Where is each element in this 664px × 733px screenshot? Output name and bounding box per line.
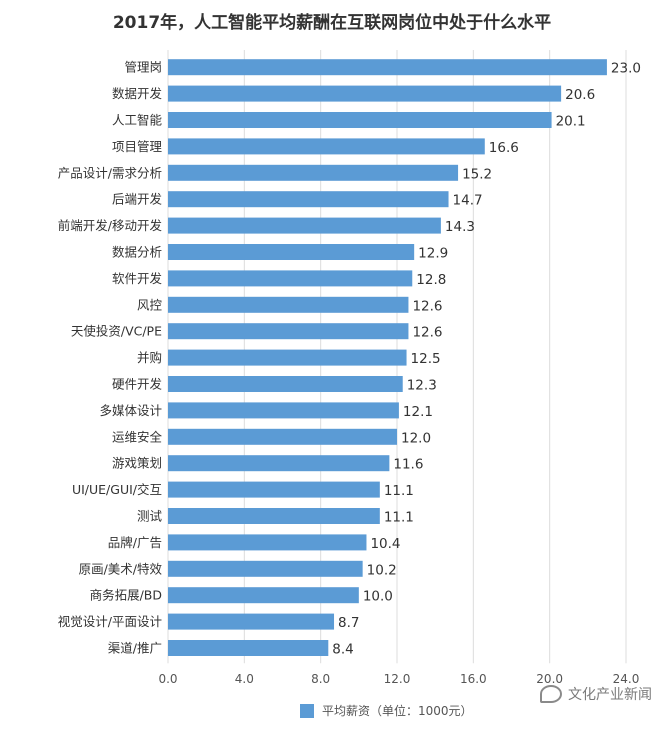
- bar: [168, 217, 441, 234]
- category-label: 品牌/广告: [108, 535, 162, 550]
- bar: [168, 138, 485, 155]
- value-labels: 23.0 20.6 20.1 16.6 15.2 14.7 14.3 12.9 12.8 12.6…: [332, 61, 641, 658]
- category-label: UI/UE/GUI/交互: [72, 482, 162, 497]
- category-label: 软件开发: [112, 271, 163, 286]
- data-label: 12.6: [412, 298, 442, 314]
- category-label: 视觉设计/平面设计: [58, 614, 162, 629]
- category-label: 测试: [137, 509, 163, 524]
- data-label: 10.0: [363, 589, 393, 605]
- bars: [168, 59, 607, 656]
- category-label: 天使投资/VC/PE: [71, 324, 162, 339]
- bar: [168, 640, 329, 656]
- x-tick-label: 20.0: [536, 672, 563, 686]
- data-label: 16.6: [489, 140, 519, 156]
- data-label: 12.8: [416, 272, 446, 288]
- legend-swatch: [300, 703, 314, 718]
- bar: [168, 508, 380, 524]
- data-label: 20.6: [565, 87, 595, 103]
- bar: [168, 428, 397, 445]
- watermark: 文化产业新闻: [540, 684, 652, 704]
- category-label: 硬件开发: [112, 377, 163, 392]
- wechat-icon: [540, 685, 562, 703]
- data-label: 15.2: [462, 166, 492, 182]
- category-label: 游戏策划: [112, 456, 162, 471]
- data-label: 10.4: [370, 536, 400, 552]
- data-label: 12.6: [412, 325, 442, 341]
- data-label: 14.7: [453, 193, 483, 209]
- watermark-text: 文化产业新闻: [568, 687, 652, 703]
- bar: [168, 613, 335, 630]
- legend-label: 平均薪资（单位：1000元）: [322, 704, 473, 718]
- category-label: 数据分析: [112, 245, 162, 260]
- bar: [168, 481, 380, 498]
- data-label: 8.4: [332, 642, 353, 658]
- legend: 平均薪资（单位：1000元）: [300, 702, 473, 719]
- x-tick-label: 8.0: [311, 672, 330, 686]
- data-label: 12.1: [403, 404, 433, 420]
- category-label: 并购: [137, 350, 162, 365]
- x-axis-ticks: 0.0 4.0 8.0 12.0 16.0 20.0 24.0: [158, 672, 639, 686]
- category-label: 管理岗: [124, 60, 162, 75]
- bar: [168, 323, 409, 340]
- x-tick-label: 4.0: [235, 672, 254, 686]
- x-tick-label: 0.0: [158, 672, 177, 686]
- bar: [168, 85, 562, 102]
- x-tick-label: 16.0: [460, 672, 487, 686]
- data-label: 12.3: [407, 378, 437, 394]
- bar: [168, 534, 367, 551]
- category-label: 数据开发: [112, 86, 163, 101]
- category-label: 商务拓展/BD: [90, 588, 162, 603]
- category-label: 后端开发: [112, 192, 163, 207]
- bar: [168, 112, 552, 128]
- data-label: 11.1: [384, 483, 414, 499]
- bar: [168, 560, 363, 577]
- bar: [168, 402, 399, 419]
- bar: [168, 164, 459, 181]
- bar: [168, 587, 359, 604]
- x-tick-label: 24.0: [613, 672, 640, 686]
- x-tick-label: 12.0: [384, 672, 411, 686]
- category-label: 人工智能: [112, 113, 163, 128]
- bar: [168, 244, 415, 260]
- data-label: 10.2: [367, 562, 397, 578]
- category-label: 原画/美术/特效: [79, 561, 163, 576]
- data-label: 14.3: [445, 219, 475, 235]
- category-label: 产品设计/需求分析: [58, 165, 162, 180]
- data-label: 12.0: [401, 430, 431, 446]
- category-label: 运维安全: [112, 429, 163, 444]
- bar: [168, 59, 607, 76]
- category-label: 渠道/推广: [108, 641, 162, 656]
- chart-title: 2017年，人工智能平均薪酬在互联网岗位中处于什么水平: [112, 13, 552, 33]
- data-label: 11.6: [393, 457, 423, 473]
- bar: [168, 349, 407, 366]
- data-label: 11.1: [384, 510, 414, 526]
- bar: [168, 191, 449, 208]
- data-label: 8.7: [338, 615, 359, 631]
- category-labels: 管理岗数据开发人工智能项目管理产品设计/需求分析后端开发前端开发/移动开发数据分…: [58, 60, 163, 656]
- data-label: 23.0: [611, 61, 641, 77]
- category-label: 项目管理: [112, 139, 163, 154]
- bar: [168, 296, 409, 313]
- bar: [168, 455, 390, 472]
- data-label: 12.5: [411, 351, 441, 367]
- data-label: 20.1: [556, 114, 586, 130]
- data-label: 12.9: [418, 246, 448, 262]
- bar: [168, 270, 413, 287]
- category-label: 前端开发/移动开发: [58, 218, 163, 233]
- bar: [168, 376, 403, 392]
- category-label: 风控: [137, 297, 163, 312]
- category-label: 多媒体设计: [99, 403, 162, 418]
